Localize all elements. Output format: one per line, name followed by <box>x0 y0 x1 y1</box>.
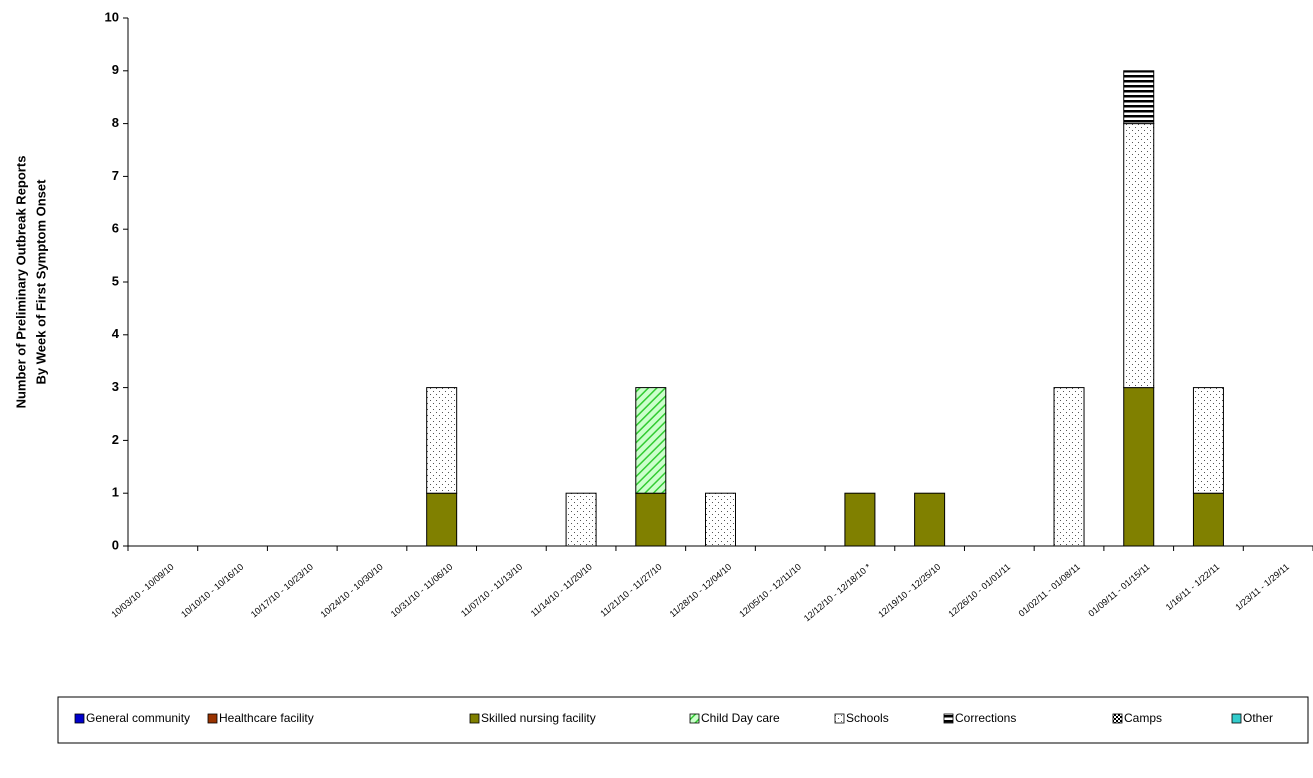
bar-segment <box>426 387 458 494</box>
x-tick-label: 10/17/10 - 10/23/10 <box>249 562 315 620</box>
y-tick-label: 0 <box>112 537 119 552</box>
x-tick-label: 01/02/11 - 01/08/11 <box>1017 562 1082 619</box>
x-tick-label: 12/19/10 - 12/25/10 <box>876 562 942 620</box>
bar-segment <box>844 492 876 547</box>
y-axis-title: By Week of First Symptom Onset <box>33 179 48 385</box>
legend-box <box>57 696 1309 744</box>
y-tick-label: 7 <box>112 168 119 183</box>
y-tick-label: 6 <box>112 221 119 236</box>
y-tick-label: 8 <box>112 115 119 130</box>
bar-segment <box>635 492 667 547</box>
bar-segment <box>914 492 946 547</box>
legend-label: Child Day care <box>701 711 780 725</box>
legend-label: General community <box>86 711 190 725</box>
legend-swatch <box>943 713 954 724</box>
x-tick-label: 12/12/10 - 12/18/10 * <box>802 561 873 623</box>
legend-label: Corrections <box>955 711 1016 725</box>
bar-segment <box>1192 492 1224 547</box>
bar-segment <box>1123 70 1155 125</box>
y-tick-label: 1 <box>112 485 119 500</box>
y-tick-label: 3 <box>112 379 119 394</box>
legend-swatch <box>469 713 480 724</box>
x-tick-label: 11/28/10 - 12/04/10 <box>668 562 734 619</box>
bar-segment <box>1123 123 1155 389</box>
legend-label: Skilled nursing facility <box>481 711 596 725</box>
y-tick-label: 10 <box>105 9 119 24</box>
x-tick-label: 1/23/11 - 1/29/11 <box>1233 562 1291 613</box>
bar-segment <box>1192 387 1224 494</box>
x-tick-label: 11/14/10 - 11/20/10 <box>529 562 594 619</box>
legend-label: Healthcare facility <box>219 711 314 725</box>
legend-swatch <box>834 713 845 724</box>
legend-label: Camps <box>1124 711 1162 725</box>
x-tick-label: 11/21/10 - 11/27/10 <box>598 562 663 619</box>
legend-swatch <box>689 713 700 724</box>
bar-segment <box>1123 387 1155 547</box>
x-tick-label: 10/03/10 - 10/09/10 <box>109 562 175 620</box>
legend-label: Schools <box>846 711 889 725</box>
x-tick-label: 10/10/10 - 10/16/10 <box>179 562 245 620</box>
legend-label: Other <box>1243 711 1273 725</box>
y-tick-label: 2 <box>112 432 119 447</box>
x-tick-label: 10/31/10 - 11/06/10 <box>389 562 455 619</box>
x-tick-label: 12/26/10 - 01/01/11 <box>946 562 1012 619</box>
bar-segment <box>565 492 597 547</box>
x-tick-label: 11/07/10 - 11/13/10 <box>459 562 524 619</box>
y-tick-label: 5 <box>112 273 119 288</box>
bar-segment <box>635 387 667 494</box>
y-axis-title: Number of Preliminary Outbreak Reports <box>13 156 28 409</box>
legend-swatch <box>1231 713 1242 724</box>
bar-segment <box>705 492 736 547</box>
x-tick-label: 10/24/10 - 10/30/10 <box>319 562 385 620</box>
legend-swatch <box>1112 713 1123 724</box>
legend-swatch <box>74 713 85 724</box>
y-tick-label: 9 <box>112 62 119 77</box>
legend-swatch <box>207 713 218 724</box>
x-tick-label: 12/05/10 - 12/11/10 <box>737 562 803 619</box>
x-tick-label: 01/09/11 - 01/15/11 <box>1086 562 1151 619</box>
y-tick-label: 4 <box>112 326 120 341</box>
x-tick-label: 1/16/11 - 1/22/11 <box>1164 562 1222 613</box>
bar-segment <box>1053 387 1085 547</box>
bar-segment <box>426 492 458 547</box>
